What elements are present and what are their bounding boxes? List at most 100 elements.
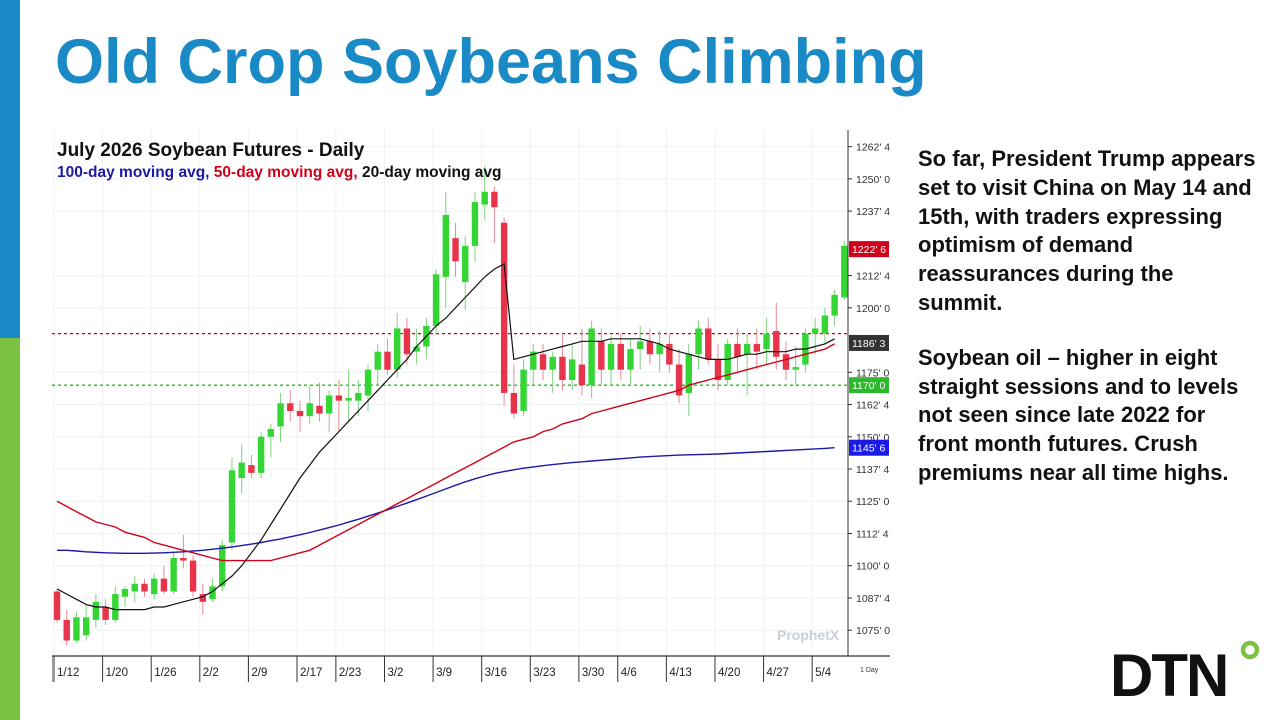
commentary-paragraph-1: So far, President Trump appears set to v… [918,146,1256,315]
candle-body [481,191,488,205]
candle-body [209,586,216,600]
y-tick-label: 1075' 0 [856,625,890,637]
price-tag-label: 1145' 6 [852,443,886,455]
candle-body [141,583,148,592]
candle-body [374,351,381,370]
y-tick-label: 1200' 0 [856,303,890,315]
candle-body [598,341,605,370]
candle-body [743,343,751,355]
candle-body [316,405,323,414]
y-tick-label: 1175' 0 [856,367,890,379]
candle-body [530,351,537,370]
candle-body [219,545,226,587]
y-tick-label: 1250' 0 [856,174,890,186]
candle-body [724,343,731,381]
candle-body [763,333,770,350]
candle-body [685,354,692,393]
candle-body [287,403,294,411]
candle-body [228,470,236,543]
x-tick-label: 4/20 [718,667,740,679]
accent-bar-blue [0,0,20,338]
candle-body [82,617,90,636]
candle-body [364,369,372,396]
x-tick-label: 3/30 [582,667,604,679]
candle-body [394,328,401,370]
candle-body [267,429,275,437]
price-tag-label: 1222' 6 [852,244,886,256]
candle-body [257,436,265,473]
chart-legend: 100-day moving avg, 50-day moving avg, 2… [57,164,502,181]
candle-body [831,294,838,316]
candle-body [160,578,168,592]
x-tick-label: 1/20 [106,667,128,679]
candle-body [841,245,848,298]
candle-body [63,619,70,641]
dtn-logo: DTN [1110,640,1260,700]
x-tick-label: 2/23 [339,667,361,679]
candle-body [627,349,634,370]
y-tick-label: 1262' 4 [856,142,890,154]
soybean-futures-chart: 1262' 4 1250' 0 1237' 4 1212' 4 1200' 0 1175'… [52,130,892,682]
candle-body [782,354,790,370]
candle-body [102,606,109,620]
x-tick-label: 4/13 [669,667,691,679]
commentary-paragraph-2: Soybean oil – higher in eight straight s… [918,344,1239,485]
candle-body [151,578,158,595]
x-tick-label: 2/17 [300,667,322,679]
commentary: So far, President Trump appears set to v… [918,145,1258,514]
candle-body [520,369,527,411]
ma50-line [56,343,835,562]
candle-body [170,557,177,592]
candle-body [500,222,508,393]
x-tick-label: 1/12 [57,667,79,679]
candle-body [248,465,255,473]
price-tag [849,439,889,456]
candle-body [539,354,547,370]
candle-body [705,328,712,360]
candle-body [121,588,129,597]
chart-title: July 2026 Soybean Futures - Daily [57,140,365,161]
price-tag [849,241,889,258]
candle-body [335,395,343,401]
candle-body [646,341,654,355]
y-tick-label: 1212' 4 [856,271,890,283]
price-tag-label: 1170' 0 [852,380,886,392]
x-tick-label: 3/9 [436,667,452,679]
y-tick-label: 1162' 4 [856,400,890,412]
candle-body [53,591,61,620]
candle-body [714,359,722,381]
candle-body [637,341,644,350]
ma20-line [56,263,835,611]
legend-entry: 100-day moving avg, [57,164,209,181]
candle-body [607,343,615,370]
candle-body [753,343,761,352]
legend-entry: 20-day moving avg [358,164,502,181]
x-tick-label: 2/2 [203,667,219,679]
candle-body [617,343,624,370]
candle-body [578,364,586,386]
candle-body [432,274,440,326]
candle-body [73,617,80,641]
candle-body [666,343,673,365]
x-tick-label: 4/27 [767,667,789,679]
y-tick-label: 1125' 0 [856,496,890,508]
candle-body [180,557,187,561]
x-tick-label: 3/16 [485,667,507,679]
candle-body [656,343,663,355]
candle-body [675,364,683,396]
candle-body [199,594,206,602]
price-tag-label: 1186' 3 [852,338,886,350]
y-tick-label: 1237' 4 [856,206,890,218]
candle-body [384,351,391,370]
candle-body [773,331,780,357]
logo-dot-icon [1240,640,1260,660]
y-tick-label: 1100' 0 [856,561,890,573]
prophetx-watermark: ProphetX [777,627,840,643]
candle-body [345,398,352,401]
candle-body [277,403,284,427]
candle-body [452,238,459,262]
y-tick-label: 1087' 4 [856,593,890,605]
x-tick-label: 1/26 [154,667,176,679]
candle-body [442,214,449,277]
candle-body [821,315,829,334]
